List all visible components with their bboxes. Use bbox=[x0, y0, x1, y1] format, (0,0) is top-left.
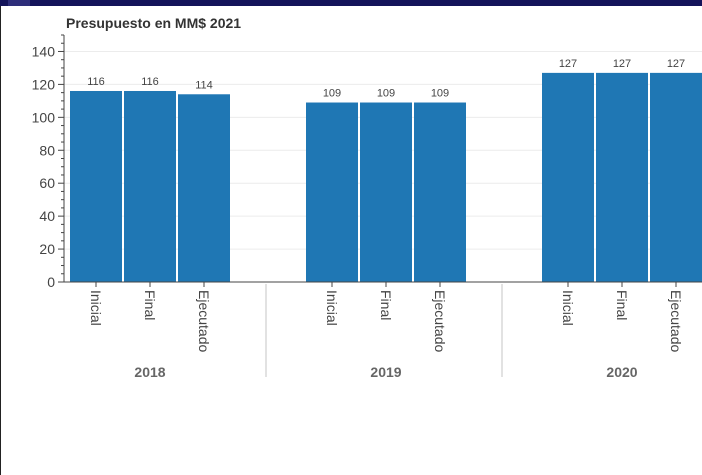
window-title-bar bbox=[0, 0, 702, 6]
x-category-label: Final bbox=[614, 290, 630, 320]
x-category-label: Final bbox=[378, 290, 394, 320]
bar bbox=[306, 102, 358, 282]
x-group-label: 2020 bbox=[606, 364, 637, 380]
x-category-label: Inicial bbox=[88, 290, 104, 326]
x-group-label: 2019 bbox=[370, 364, 401, 380]
data-label: 116 bbox=[141, 76, 159, 88]
x-category-label: Ejecutado bbox=[668, 290, 684, 352]
x-group-label: 2018 bbox=[134, 364, 165, 380]
window-tab bbox=[8, 0, 30, 6]
y-tick-label: 0 bbox=[47, 274, 55, 290]
bar bbox=[596, 72, 648, 282]
x-category-label: Inicial bbox=[560, 290, 576, 326]
data-label: 109 bbox=[323, 88, 341, 100]
x-category-label: Ejecutado bbox=[432, 290, 448, 352]
x-category-label: Inicial bbox=[324, 290, 340, 326]
data-label: 127 bbox=[667, 58, 685, 70]
y-tick-label: 80 bbox=[39, 142, 55, 158]
chart-title: Presupuesto en MM$ 2021 bbox=[66, 15, 241, 31]
data-label: 109 bbox=[431, 88, 449, 100]
bar bbox=[650, 72, 702, 282]
data-label: 127 bbox=[559, 58, 577, 70]
y-tick-label: 60 bbox=[39, 175, 55, 191]
data-label: 109 bbox=[377, 88, 395, 100]
bar bbox=[360, 102, 412, 282]
x-category-label: Ejecutado bbox=[196, 290, 212, 352]
data-labels: 116 116 114 109 109 109 127 127 127 bbox=[87, 58, 685, 100]
x-axis: Inicial Final Ejecutado 2018 Inicial Final Eje… bbox=[64, 281, 702, 380]
bar bbox=[70, 90, 122, 282]
bar bbox=[542, 72, 594, 282]
left-border bbox=[0, 6, 1, 475]
bar bbox=[414, 102, 466, 282]
y-tick-label: 20 bbox=[39, 241, 55, 257]
bars bbox=[70, 72, 702, 282]
y-tick-label: 40 bbox=[39, 208, 55, 224]
y-tick-label: 100 bbox=[32, 109, 56, 125]
y-tick-label: 140 bbox=[32, 43, 56, 59]
x-category-label: Final bbox=[142, 290, 158, 320]
data-label: 114 bbox=[195, 79, 213, 91]
data-label: 127 bbox=[613, 58, 631, 70]
bar bbox=[124, 90, 176, 282]
y-tick-label: 120 bbox=[32, 76, 56, 92]
y-axis: 0 20 40 60 80 100 120 140 bbox=[32, 34, 65, 290]
bar bbox=[178, 94, 230, 282]
data-label: 116 bbox=[87, 76, 105, 88]
